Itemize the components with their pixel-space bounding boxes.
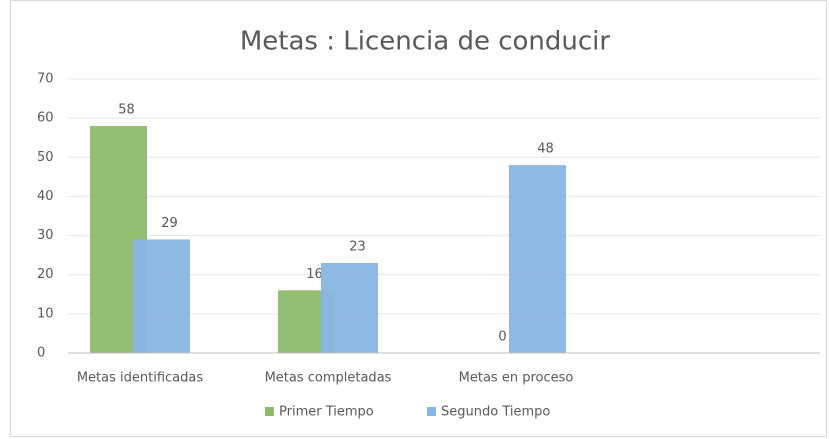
value-label: 29 xyxy=(161,216,178,231)
value-label: 23 xyxy=(349,239,366,254)
y-tick-label: 70 xyxy=(37,72,54,87)
y-tick-label: 0 xyxy=(37,346,45,361)
y-tick-label: 30 xyxy=(37,228,54,243)
chart-title: Metas : Licencia de conducir xyxy=(240,27,611,57)
y-tick-label: 40 xyxy=(37,189,54,204)
y-tick-label: 10 xyxy=(37,306,54,321)
bar xyxy=(509,165,566,353)
bar xyxy=(133,239,190,353)
legend-swatch xyxy=(265,407,274,416)
x-tick-label: Metas en proceso xyxy=(459,371,574,386)
y-tick-label: 50 xyxy=(37,150,54,165)
y-tick-label: 60 xyxy=(37,111,54,126)
value-label: 58 xyxy=(118,102,135,117)
x-tick-label: Metas identificadas xyxy=(77,371,204,386)
bar xyxy=(321,262,378,353)
y-tick-label: 20 xyxy=(37,267,54,282)
legend-swatch xyxy=(427,407,436,416)
value-label: 0 xyxy=(498,330,506,345)
x-tick-label: Metas completadas xyxy=(265,371,392,386)
legend-label: Segundo Tiempo xyxy=(441,405,550,420)
legend-label: Primer Tiempo xyxy=(279,405,374,420)
value-label: 48 xyxy=(537,142,554,157)
value-label: 16 xyxy=(306,267,323,282)
